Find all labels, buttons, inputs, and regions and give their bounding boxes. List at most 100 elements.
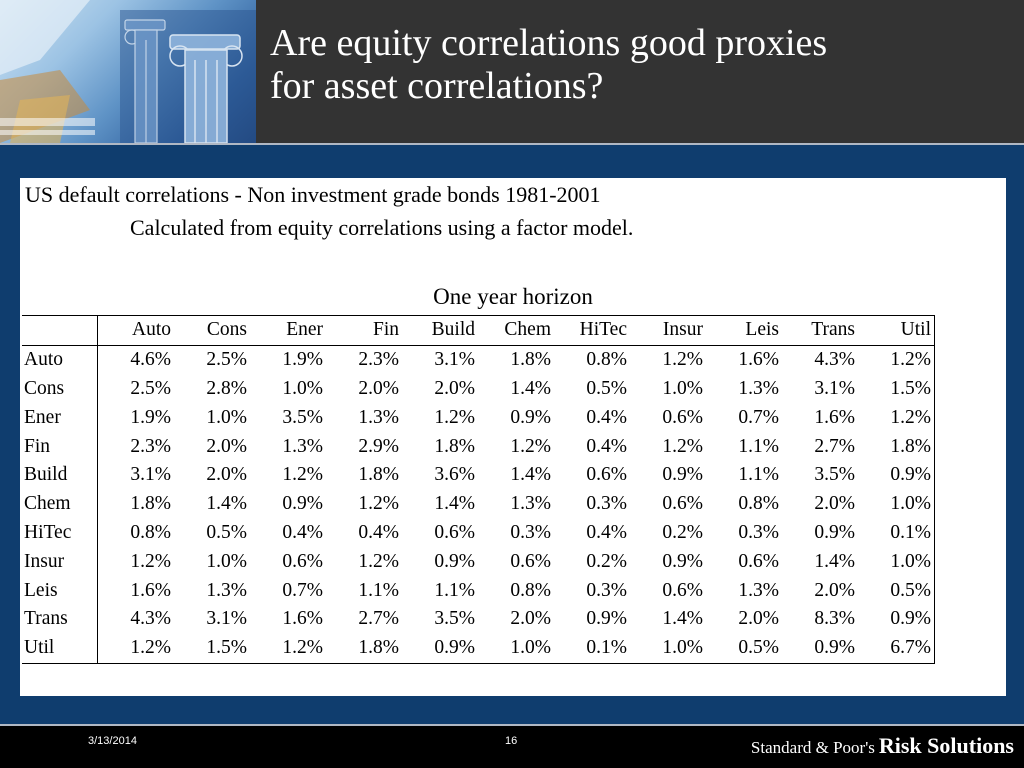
table-cell: 1.2% [130,637,171,659]
column-header: Trans [811,319,855,341]
table-cell: 1.3% [738,377,779,399]
table-cell: 1.3% [510,493,551,515]
table-cell: 1.9% [282,349,323,371]
table-cell: 0.7% [738,406,779,428]
table-row: Insur 1.2% 1.0% 0.6% 1.2% 0.9% 0.6% 0.2% 0.9% 0.6… [22,547,935,577]
table-cell: 1.0% [282,377,323,399]
table-cell: 2.0% [206,464,247,486]
table-row: Auto 4.6% 2.5% 1.9% 2.3% 3.1% 1.8% 0.8% 1.2% 1.6%… [22,345,935,375]
table-cell: 1.1% [738,464,779,486]
table-cell: 1.0% [858,547,935,577]
table-cell: 1.3% [358,406,399,428]
table-cell: 0.4% [282,521,323,543]
slide-title-line-1: Are equity correlations good proxies [270,22,828,64]
slide-title-line-2: for asset correlations? [270,65,604,107]
table-cell: 0.3% [510,521,551,543]
table-cell: 1.0% [858,489,935,519]
column-header: Chem [504,319,551,341]
table-cell: 0.6% [662,579,703,601]
table-cell: 1.8% [358,464,399,486]
table-cell: 1.4% [510,464,551,486]
table-cell: 1.0% [206,406,247,428]
table-cell: 0.5% [738,637,779,659]
row-label: Trans [22,604,98,634]
column-header: Leis [745,319,779,341]
table-row: Build 3.1% 2.0% 1.2% 1.8% 3.6% 1.4% 0.6% 0.9% 1.1… [22,460,935,490]
table-cell: 0.9% [662,464,703,486]
brand-name: Risk Solutions [878,733,1014,758]
table-cell: 0.6% [586,464,627,486]
table-cell: 1.2% [510,435,551,457]
table-cell: 4.3% [814,349,855,371]
table-cell: 0.8% [586,349,627,371]
table-cell: 0.6% [662,493,703,515]
table-cell: 0.4% [358,521,399,543]
table-cell: 1.4% [434,493,475,515]
table-cell: 1.4% [510,377,551,399]
table-cell: 2.7% [358,608,399,630]
table-cell: 3.5% [282,406,323,428]
table-cell: 0.9% [434,637,475,659]
row-label: Util [22,633,98,664]
table-cell: 0.9% [662,550,703,572]
table-cell: 6.7% [858,633,935,664]
table-cell: 0.3% [586,493,627,515]
footer-date: 3/13/2014 [88,735,137,747]
column-header: Build [431,319,475,341]
table-cell: 1.2% [434,406,475,428]
table-cell: 0.9% [858,460,935,490]
brand-prefix: Standard & Poor's [750,738,875,757]
table-row: Leis 1.6% 1.3% 0.7% 1.1% 1.1% 0.8% 0.3% 0.6% 1.3%… [22,576,935,605]
table-cell: 3.1% [814,377,855,399]
table-cell: 1.2% [662,349,703,371]
table-cell: 0.9% [282,493,323,515]
table-cell: 1.1% [738,435,779,457]
table-cell: 2.0% [814,579,855,601]
table-cell: 2.3% [358,349,399,371]
column-header: Auto [132,319,171,341]
table-cell: 3.5% [434,608,475,630]
table-row: HiTec 0.8% 0.5% 0.4% 0.4% 0.6% 0.3% 0.4% 0.2% 0.3… [22,518,935,548]
row-label: Build [22,460,98,490]
table-cell: 1.0% [662,637,703,659]
row-label: Insur [22,547,98,577]
header-divider [0,143,1024,145]
table-cell: 2.3% [130,435,171,457]
table-cell: 1.5% [858,374,935,404]
table-cell: 0.1% [858,518,935,548]
horizon-label: One year horizon [433,284,593,309]
table-cell: 1.0% [662,377,703,399]
table-cell: 4.3% [130,608,171,630]
classical-columns-image [0,0,256,143]
table-body: Auto 4.6% 2.5% 1.9% 2.3% 3.1% 1.8% 0.8% 1.2% 1.6%… [22,345,935,664]
table-cell: 1.0% [206,550,247,572]
row-label: Cons [22,374,98,404]
table-cell: 0.2% [586,550,627,572]
table-corner-cell [22,315,98,346]
table-cell: 0.6% [662,406,703,428]
table-cell: 1.4% [662,608,703,630]
table-cell: 0.9% [858,604,935,634]
table-cell: 0.3% [586,579,627,601]
table-cell: 2.7% [814,435,855,457]
table-cell: 0.9% [814,521,855,543]
table-cell: 3.5% [814,464,855,486]
table-cell: 0.6% [282,550,323,572]
column-header: HiTec [579,319,627,341]
table-cell: 1.9% [130,406,171,428]
table-cell: 1.0% [510,637,551,659]
table-cell: 0.9% [434,550,475,572]
method-description: Calculated from equity correlations usin… [130,215,634,240]
table-cell: 3.1% [206,608,247,630]
column-header: Ener [286,319,323,341]
table-cell: 1.3% [282,435,323,457]
table-row: Trans 4.3% 3.1% 1.6% 2.7% 3.5% 2.0% 0.9% 1.4% 2.0… [22,604,935,634]
column-header: Util [858,315,935,346]
table-cell: 1.6% [814,406,855,428]
column-header: Fin [372,319,399,341]
column-header: Cons [206,319,247,341]
row-label: Leis [22,576,98,605]
table-cell: 0.4% [586,435,627,457]
table-cell: 2.5% [206,349,247,371]
brand-logo: Standard & Poor's Risk Solutions [751,733,1014,759]
